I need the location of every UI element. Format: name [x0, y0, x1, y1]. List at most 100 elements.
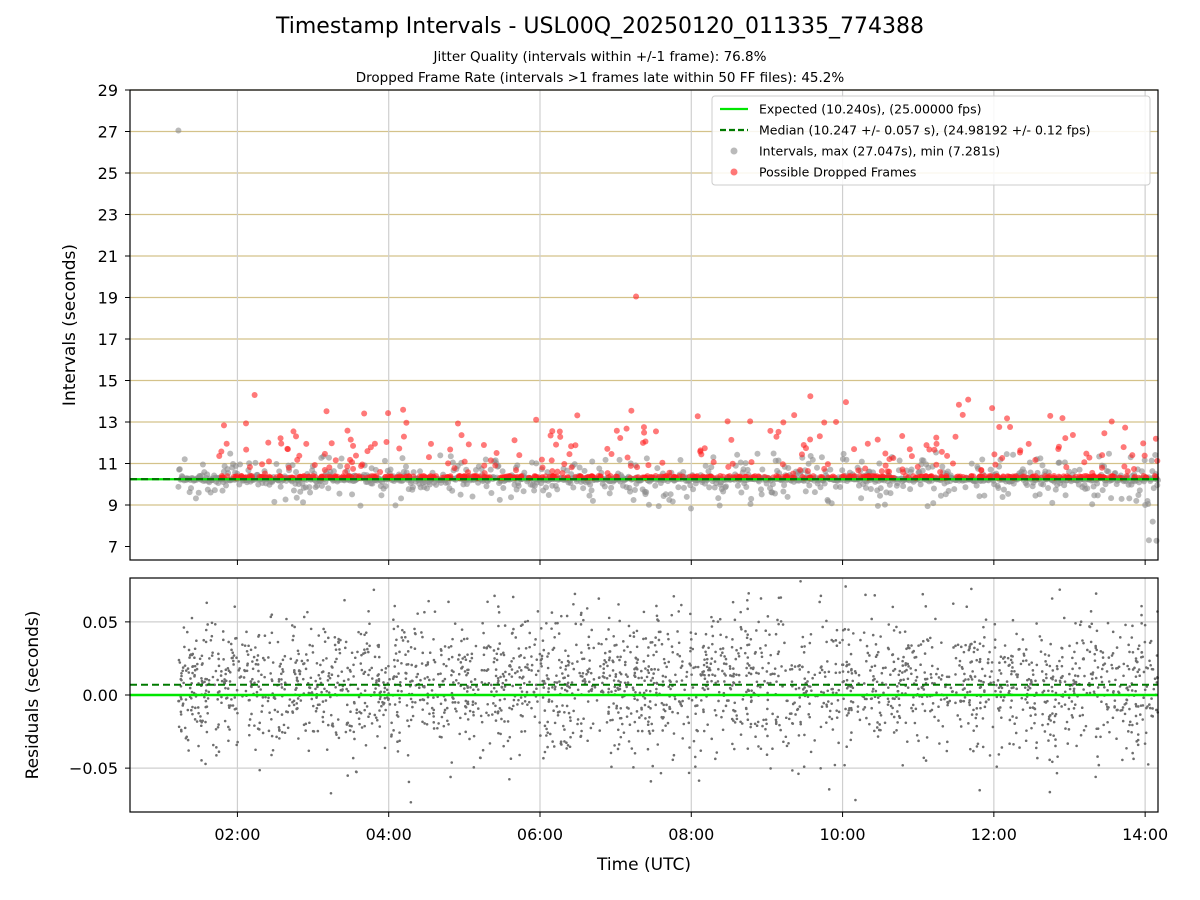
residual-point — [819, 666, 823, 669]
interval-point — [784, 493, 791, 500]
residual-point — [909, 667, 912, 670]
residual-point — [587, 646, 591, 650]
residual-point — [938, 742, 941, 745]
residual-point — [581, 675, 584, 678]
dropped-frame-point — [645, 462, 652, 469]
residual-point — [247, 724, 251, 727]
residual-point — [276, 710, 280, 714]
residual-point — [333, 643, 337, 647]
residual-point — [625, 715, 629, 718]
residual-point — [432, 696, 435, 699]
residual-point — [1095, 727, 1098, 731]
dropped-frame-point — [290, 428, 297, 435]
residual-point — [382, 713, 385, 717]
residual-point — [186, 708, 190, 712]
dropped-frame-point — [1124, 468, 1131, 475]
residual-point — [492, 660, 496, 664]
residual-point — [998, 706, 1002, 709]
residual-point — [216, 698, 219, 701]
residual-point — [1128, 707, 1131, 711]
residual-point — [255, 690, 259, 694]
residual-point — [480, 668, 484, 672]
residual-point — [702, 729, 706, 733]
residual-point — [460, 628, 464, 631]
residual-point — [534, 683, 538, 687]
residual-point — [1145, 685, 1149, 688]
residual-point — [1029, 679, 1033, 682]
residual-point — [336, 718, 340, 721]
dropped-frame-point — [447, 446, 454, 453]
residual-point — [206, 697, 210, 700]
dropped-frame-point — [775, 428, 782, 435]
dropped-frame-point — [1032, 456, 1039, 463]
residual-point — [732, 681, 735, 684]
residual-point — [1143, 623, 1147, 627]
interval-point — [896, 457, 903, 464]
dropped-frame-point — [531, 472, 538, 479]
residual-point — [830, 702, 834, 705]
residual-point — [249, 648, 253, 652]
residual-point — [850, 672, 854, 675]
dropped-frame-point — [481, 470, 488, 477]
residual-point — [757, 672, 760, 675]
residual-point — [777, 650, 781, 653]
residual-point — [572, 667, 576, 671]
dropped-frame-point — [511, 437, 518, 444]
residual-point — [472, 688, 475, 692]
residual-point — [179, 677, 183, 681]
residual-point — [735, 717, 739, 721]
residual-point — [275, 735, 278, 739]
residual-point — [961, 667, 964, 670]
residual-point — [359, 711, 363, 715]
residual-point — [737, 673, 741, 677]
residual-point — [407, 780, 411, 784]
residual-point — [954, 701, 957, 705]
residual-point — [345, 687, 348, 691]
residual-point — [280, 686, 284, 689]
interval-point — [1145, 537, 1152, 544]
residual-point — [329, 713, 333, 717]
residual-point — [804, 691, 808, 694]
residual-point — [982, 680, 985, 684]
residual-point — [270, 631, 274, 635]
residual-point — [426, 695, 430, 699]
dropped-frame-point — [465, 441, 472, 448]
residual-point — [439, 702, 443, 706]
residual-point — [1045, 676, 1048, 680]
residual-point — [784, 669, 787, 672]
residual-point — [619, 735, 623, 739]
residual-point — [983, 689, 986, 692]
residual-point — [721, 647, 725, 650]
residual-point — [494, 710, 497, 714]
residual-point — [559, 742, 563, 745]
residual-point — [475, 685, 478, 688]
residual-point — [775, 680, 778, 683]
residual-point — [1136, 705, 1140, 708]
residual-point — [204, 640, 208, 644]
residual-point — [610, 690, 613, 693]
residual-point — [520, 730, 523, 733]
residual-point — [514, 636, 518, 639]
residual-point — [337, 637, 340, 641]
residual-point — [850, 669, 853, 672]
residual-point — [1030, 726, 1033, 730]
residual-point — [528, 631, 532, 635]
residual-point — [847, 663, 851, 666]
residual-point — [523, 700, 527, 703]
residual-point — [553, 687, 557, 691]
residual-point — [773, 667, 777, 670]
residual-point — [500, 709, 503, 712]
residual-point — [626, 675, 629, 678]
residual-point — [647, 671, 651, 675]
residual-point — [1082, 688, 1085, 691]
residual-point — [769, 767, 772, 770]
residual-point — [534, 673, 538, 677]
residual-point — [1051, 712, 1054, 715]
residual-point — [1045, 663, 1049, 667]
residual-point — [277, 726, 281, 729]
residual-point — [411, 700, 414, 704]
residual-point — [991, 725, 995, 729]
residual-point — [235, 688, 239, 692]
residual-point — [1051, 760, 1054, 764]
residual-point — [756, 720, 760, 724]
